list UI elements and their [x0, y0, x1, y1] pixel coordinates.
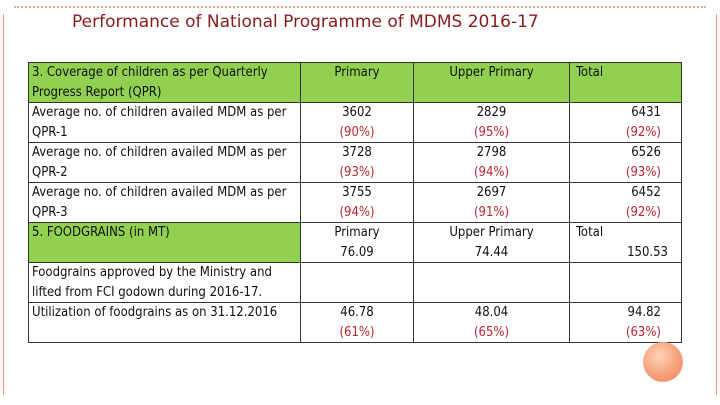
right-border-line [716, 14, 717, 395]
row-label: Average no. of children availed MDM as p… [28, 142, 301, 183]
col-primary-header: Primary [300, 62, 414, 103]
cell-upper-primary: 2829 (95%) [413, 102, 570, 143]
foodgrains-header-row: 5. FOODGRAINS (in MT) Primary 76.09 Upper… [28, 222, 682, 263]
value: 6452 [631, 185, 661, 200]
cell-empty [300, 262, 414, 303]
value: 76.09 [340, 244, 374, 260]
value: 6526 [631, 145, 661, 160]
coverage-heading: 3. Coverage of children as per Quarterly… [28, 62, 301, 103]
row-label: Foodgrains approved by the Ministry and … [28, 262, 301, 303]
table-row: Utilization of foodgrains as on 31.12.20… [28, 302, 682, 343]
cell-empty [413, 262, 570, 303]
cell-total: 94.82 (63%) [569, 302, 682, 343]
value: 3755 [342, 185, 372, 200]
cell-primary: 3728 (93%) [300, 142, 414, 183]
value: 2798 [476, 145, 507, 160]
col-primary-header: Primary [334, 225, 380, 240]
percent: (94%) [339, 204, 375, 220]
value: 3728 [342, 145, 372, 160]
col-total-header: Total [569, 62, 682, 103]
row-label: Average no. of children availed MDM as p… [28, 102, 301, 143]
table-row: Average no. of children availed MDM as p… [28, 142, 682, 183]
value: 48.04 [474, 305, 509, 320]
percent: (92%) [625, 204, 661, 220]
value: 2829 [476, 105, 507, 120]
row-label: Average no. of children availed MDM as p… [28, 182, 301, 223]
percent: (90%) [339, 124, 375, 140]
cell-upper-primary: 48.04 (65%) [413, 302, 570, 343]
percent: (65%) [473, 324, 510, 340]
value: 94.82 [627, 305, 661, 320]
cell-total: 6526 (93%) [569, 142, 682, 183]
decorative-circle [643, 342, 683, 382]
cell-primary: 46.78 (61%) [300, 302, 414, 343]
foodgrains-heading: 5. FOODGRAINS (in MT) [28, 222, 301, 263]
value: 74.44 [474, 244, 509, 260]
coverage-header-row: 3. Coverage of children as per Quarterly… [28, 62, 682, 103]
percent: (91%) [473, 204, 510, 220]
percent: (92%) [625, 124, 661, 140]
table-row: Average no. of children availed MDM as p… [28, 182, 682, 223]
percent: (93%) [625, 164, 661, 180]
col-upper-primary-header: Upper Primary [449, 225, 534, 240]
percent: (93%) [339, 164, 375, 180]
col-upper-primary-header: Upper Primary [413, 62, 570, 103]
left-border-line [3, 14, 4, 395]
cell-total: 6431 (92%) [569, 102, 682, 143]
foodgrains-total-cell: Total 150.53 [569, 222, 682, 263]
percent: (61%) [339, 324, 375, 340]
value: 150.53 [627, 244, 668, 260]
cell-total: 6452 (92%) [569, 182, 682, 223]
value: 6431 [631, 105, 661, 120]
foodgrains-primary-cell: Primary 76.09 [300, 222, 414, 263]
row-label: Utilization of foodgrains as on 31.12.20… [28, 302, 301, 343]
foodgrains-upper-cell: Upper Primary 74.44 [413, 222, 570, 263]
cell-primary: 3602 (90%) [300, 102, 414, 143]
cell-empty [569, 262, 682, 303]
value: 3602 [342, 105, 372, 120]
cell-primary: 3755 (94%) [300, 182, 414, 223]
col-total-header: Total [576, 225, 604, 240]
value: 2697 [476, 185, 507, 200]
top-dotted-border [14, 6, 706, 8]
cell-upper-primary: 2697 (91%) [413, 182, 570, 223]
percent: (63%) [625, 324, 661, 340]
table-row: Average no. of children availed MDM as p… [28, 102, 682, 143]
percent: (95%) [473, 124, 510, 140]
slide-title: Performance of National Programme of MDM… [72, 12, 539, 32]
cell-upper-primary: 2798 (94%) [413, 142, 570, 183]
value: 46.78 [340, 305, 374, 320]
mdms-performance-table: 3. Coverage of children as per Quarterly… [28, 62, 682, 343]
table-row: Foodgrains approved by the Ministry and … [28, 262, 682, 303]
percent: (94%) [473, 164, 510, 180]
